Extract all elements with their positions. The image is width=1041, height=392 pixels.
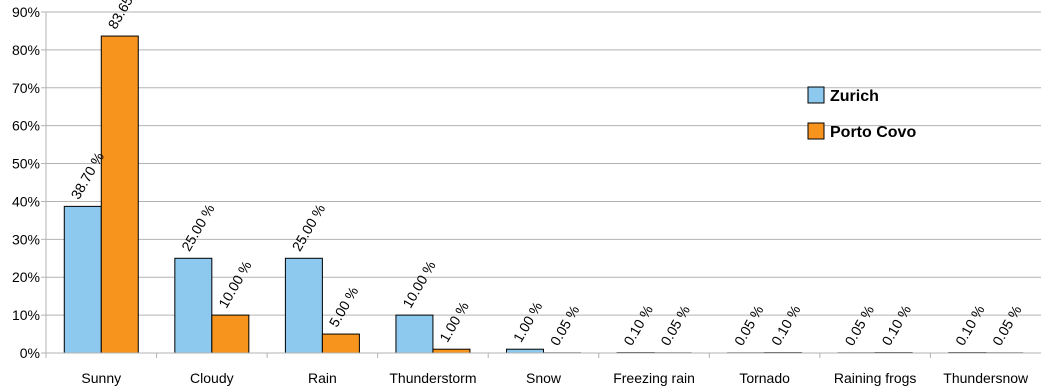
legend-swatch [807,86,825,104]
data-label: 0.05 % [547,303,583,349]
bar-porto-covo-thunderstorm [432,348,471,354]
data-label: 10.00 % [399,258,439,310]
x-tick-label: Raining frogs [834,370,917,386]
x-tick-label: Sunny [81,370,121,386]
legend-label: Porto Covo [830,124,916,141]
data-label: 0.10 % [952,302,988,348]
y-tick-label: 40% [12,193,40,209]
x-tick-label: Rain [308,370,337,386]
y-tick-label: 80% [12,42,40,58]
y-tick-label: 0% [20,345,40,361]
y-tick-label: 20% [12,269,40,285]
y-axis: 0% 10% 20% 30% 40% 50% 60% 70% 80% 90% [12,4,47,361]
bars [63,35,1024,354]
y-tick-label: 60% [12,118,40,134]
bar-porto-covo-cloudy [211,314,250,354]
bar-zurich-snow [506,348,544,354]
x-tick-label: Thunderstorm [389,370,476,386]
data-label: 0.10 % [620,302,656,348]
x-axis: Sunny Cloudy Rain Thunderstorm Snow Freezing … [45,352,1041,386]
legend-label: Zurich [830,88,879,105]
bar-zurich-thunderstorm [395,314,434,354]
data-label: 83.65 % [105,0,145,32]
data-label: 0.05 % [731,303,767,349]
data-label: 25.00 % [289,201,329,253]
data-label: 25.00 % [178,201,218,253]
x-tick-label: Snow [526,370,562,386]
data-label: 1.00 % [510,299,546,345]
data-label: 0.05 % [841,303,877,349]
data-label: 0.05 % [657,303,693,349]
legend-swatch [807,122,825,140]
y-tick-label: 90% [12,4,40,20]
data-label: 0.10 % [878,302,914,348]
data-label: 10.00 % [215,258,255,310]
y-tick-label: 30% [12,231,40,247]
bar-porto-covo-rain [321,333,360,354]
x-tick-label: Thundersnow [943,370,1029,386]
bar-porto-covo-sunny [100,35,139,354]
y-tick-label: 70% [12,80,40,96]
legend: Zurich Porto Covo [807,86,916,141]
bar-zurich-rain [284,257,323,354]
x-tick-label: Tornado [739,370,790,386]
data-label: 1.00 % [436,299,472,345]
bar-zurich-sunny [63,205,102,354]
x-tick-label: Cloudy [190,370,234,386]
data-label: 5.00 % [326,284,362,330]
data-label: 0.05 % [989,303,1025,349]
x-tick-label: Freezing rain [613,370,695,386]
y-tick-label: 10% [12,307,40,323]
data-label: 0.10 % [768,302,804,348]
y-tick-label: 50% [12,156,40,172]
bar-zurich-cloudy [174,257,213,354]
